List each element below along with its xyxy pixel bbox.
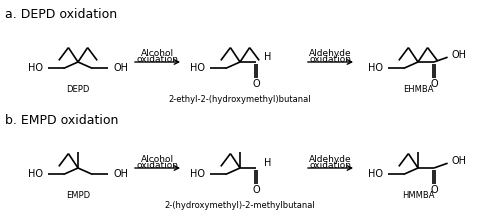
Text: O: O bbox=[430, 185, 438, 195]
Text: 2-(hydroxymethyl)-2-methylbutanal: 2-(hydroxymethyl)-2-methylbutanal bbox=[164, 202, 316, 210]
Text: O: O bbox=[430, 79, 438, 89]
Text: OH: OH bbox=[113, 169, 128, 179]
Text: oxidation: oxidation bbox=[136, 161, 178, 171]
Text: HO: HO bbox=[190, 63, 205, 73]
Text: HO: HO bbox=[190, 169, 205, 179]
Text: HO: HO bbox=[368, 63, 383, 73]
Text: oxidation: oxidation bbox=[136, 56, 178, 64]
Text: 2-ethyl-2-(hydroxymethyl)butanal: 2-ethyl-2-(hydroxymethyl)butanal bbox=[168, 95, 312, 105]
Text: O: O bbox=[252, 185, 260, 195]
Text: Aldehyde: Aldehyde bbox=[309, 49, 352, 58]
Text: OH: OH bbox=[452, 156, 466, 166]
Text: Aldehyde: Aldehyde bbox=[309, 155, 352, 163]
Text: oxidation: oxidation bbox=[310, 161, 352, 171]
Text: HMMBA: HMMBA bbox=[402, 191, 434, 201]
Text: DEPD: DEPD bbox=[66, 85, 90, 94]
Text: EHMBA: EHMBA bbox=[403, 85, 433, 94]
Text: H: H bbox=[264, 158, 272, 168]
Text: HO: HO bbox=[28, 169, 43, 179]
Text: Alcohol: Alcohol bbox=[141, 49, 174, 58]
Text: H: H bbox=[264, 52, 272, 62]
Text: OH: OH bbox=[452, 50, 466, 60]
Text: HO: HO bbox=[368, 169, 383, 179]
Text: b. EMPD oxidation: b. EMPD oxidation bbox=[5, 114, 118, 127]
Text: O: O bbox=[252, 79, 260, 89]
Text: a. DEPD oxidation: a. DEPD oxidation bbox=[5, 8, 117, 21]
Text: oxidation: oxidation bbox=[310, 56, 352, 64]
Text: EMPD: EMPD bbox=[66, 191, 90, 201]
Text: HO: HO bbox=[28, 63, 43, 73]
Text: OH: OH bbox=[113, 63, 128, 73]
Text: Alcohol: Alcohol bbox=[141, 155, 174, 163]
